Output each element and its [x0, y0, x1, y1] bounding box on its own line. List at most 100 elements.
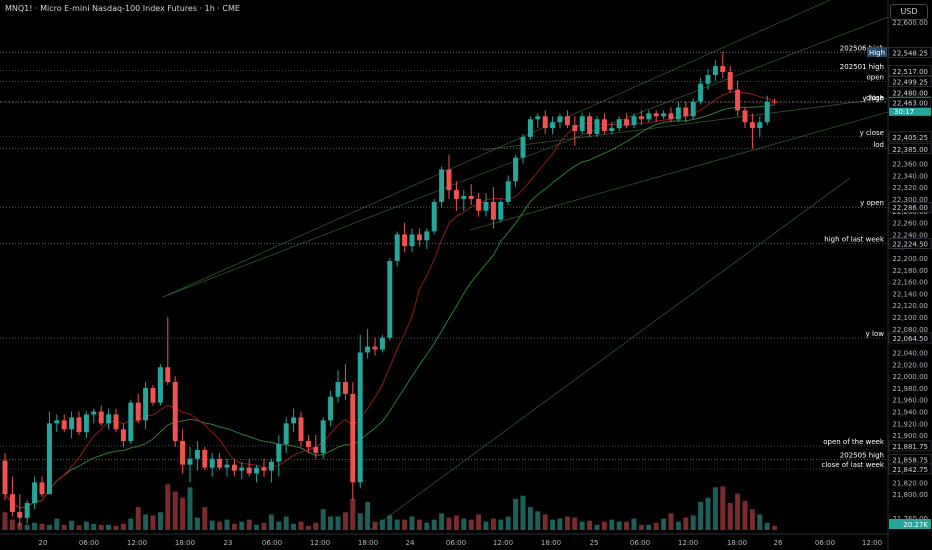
volume-bar [535, 511, 541, 530]
volume-bar [453, 515, 459, 530]
price-tick-label: 22,600.00 [892, 19, 928, 27]
candle-body [32, 482, 38, 504]
candle-body [254, 467, 260, 474]
volume-bar [476, 514, 482, 530]
volume-bar [69, 520, 75, 530]
candle-body [379, 337, 385, 350]
candle-body [624, 119, 630, 126]
time-tick-label: 20 [39, 539, 48, 547]
time-tick-label: 26 [774, 539, 783, 547]
candle-body [712, 66, 718, 75]
candle-body [106, 414, 112, 424]
time-tick-label: 06:00 [79, 539, 99, 547]
candle-body [609, 128, 615, 132]
candle-body [409, 234, 415, 247]
candle-body [557, 116, 563, 123]
candle-body [291, 417, 297, 424]
level-price-badge [888, 440, 932, 452]
candle-body [357, 352, 363, 483]
volume-bar [320, 509, 326, 530]
candle-body [135, 402, 141, 421]
price-tick-label: 22,140.00 [892, 290, 928, 298]
level-label: high of last week [824, 236, 885, 244]
candle-body [513, 157, 519, 182]
candle-body [772, 101, 778, 103]
time-tick-label: 06:00 [262, 539, 282, 547]
candle-body [638, 116, 644, 120]
candle-body [742, 110, 748, 123]
candle-body [749, 122, 755, 129]
volume-bar [313, 522, 319, 530]
candle-body [298, 417, 304, 442]
time-tick-label: 12:00 [862, 539, 882, 547]
volume-bar [39, 523, 45, 530]
candle-body [305, 441, 311, 447]
level-label: 202505 high [840, 452, 884, 460]
candle-body [209, 458, 215, 468]
candle-body [668, 113, 674, 120]
candle-body [39, 482, 45, 495]
level-label: 202506 high [840, 44, 884, 52]
candle-body [572, 125, 578, 132]
volume-bar [594, 524, 600, 530]
currency-button[interactable]: USD [890, 4, 928, 20]
trend-line [369, 177, 851, 531]
candle-body [239, 467, 245, 471]
volume-bar [564, 516, 570, 530]
volume-bar [705, 497, 711, 530]
volume-bar [165, 484, 171, 530]
candle-body [350, 393, 356, 483]
time-axis[interactable]: 20 06:00 12:00 18:00 23 06:00 12:00 18:00 24 06:0… [0, 533, 888, 547]
candle-body [535, 116, 541, 120]
volume-bar [764, 522, 770, 530]
time-tick-label: 18:00 [541, 539, 561, 547]
candle-body [394, 234, 400, 261]
price-tick-label: 22,360.00 [892, 161, 928, 169]
time-tick-label: 23 [224, 539, 233, 547]
volume-bar [557, 518, 563, 530]
time-tick-label: 06:00 [630, 539, 650, 547]
level-price-badge-label: 22,463.00 [892, 100, 928, 108]
candle-body [564, 116, 570, 126]
volume-bar [239, 521, 245, 530]
volume-bar [749, 509, 755, 530]
price-tick-label: 22,260.00 [892, 220, 928, 228]
candle-body [69, 417, 75, 430]
price-tick-label: 22,040.00 [892, 349, 928, 357]
candle-body [490, 201, 496, 220]
price-tick-label: 22,340.00 [892, 172, 928, 180]
candle-body [439, 169, 445, 202]
volume-bar [46, 524, 52, 530]
time-tick-label: 06:00 [446, 539, 466, 547]
volume-bar [690, 515, 696, 530]
candle-body [498, 201, 504, 220]
candle-body [54, 420, 60, 424]
candle-body [76, 417, 82, 433]
volume-bar [224, 519, 230, 530]
level-price-badge-label: 21,842.75 [892, 466, 928, 474]
candle-body [631, 116, 637, 126]
volume-bar [653, 522, 659, 530]
candle-body [2, 460, 8, 495]
volume-bar [305, 525, 311, 530]
volume-bar [542, 514, 548, 530]
volume-bar [98, 524, 104, 530]
candle-body [757, 122, 763, 129]
level-label: open [867, 73, 884, 81]
candle-body [268, 461, 274, 471]
volume-bar [379, 519, 385, 530]
candle-body [653, 113, 659, 117]
level-price-badge [888, 463, 932, 475]
volume-bar [609, 519, 615, 530]
candle-body [520, 136, 526, 158]
level-price-badge [888, 131, 932, 143]
volume-bar [520, 495, 526, 530]
candle-body [17, 511, 23, 518]
candle-body [698, 83, 704, 102]
candle-body [587, 116, 593, 134]
volume-bar [106, 524, 112, 530]
countdown-label: 30:17 [894, 108, 914, 116]
volume-bar [298, 521, 304, 530]
volume-bar [187, 487, 193, 530]
